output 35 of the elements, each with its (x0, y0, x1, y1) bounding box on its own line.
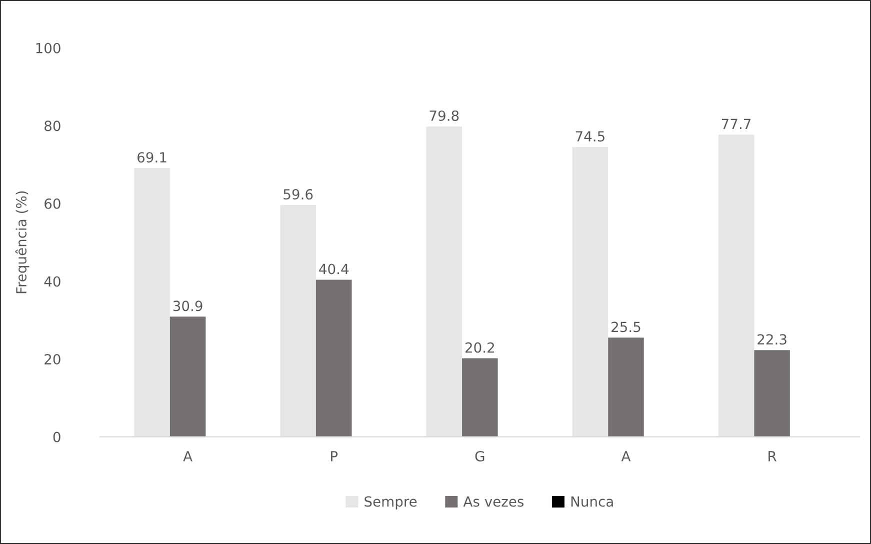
y-tick-label: 60 (44, 198, 60, 209)
x-tick-label: R (768, 451, 776, 462)
bar (280, 205, 316, 437)
bar (754, 350, 790, 437)
bar (608, 338, 644, 437)
bar (316, 280, 352, 437)
bar (426, 126, 462, 437)
data-label: 25.5 (612, 322, 640, 332)
bar (134, 168, 170, 437)
bar (462, 358, 498, 437)
data-label: 20.2 (465, 342, 494, 353)
data-label: 59.6 (284, 189, 313, 200)
data-label: 22.3 (758, 334, 786, 345)
legend-label: Nunca (571, 496, 613, 507)
data-label: 30.9 (173, 300, 202, 312)
data-label: 79.8 (430, 110, 459, 121)
x-tick-label: G (475, 450, 484, 462)
data-label: 74.5 (576, 131, 604, 142)
x-tick-label: A (183, 451, 192, 462)
y-tick-label: 80 (44, 120, 60, 132)
y-tick-label: 40 (44, 276, 60, 287)
y-axis-title: Frequência (%) (15, 191, 30, 294)
data-label: 69.1 (138, 152, 166, 163)
bar (170, 316, 206, 437)
legend-label: As vezes (463, 496, 524, 507)
y-tick-label: 100 (36, 42, 60, 54)
data-label: 77.7 (722, 118, 751, 129)
legend-label: Sempre (364, 496, 417, 510)
y-tick-label: 20 (44, 354, 60, 365)
x-tick-label: P (331, 451, 338, 462)
data-label: 40.4 (319, 264, 349, 274)
bar (572, 147, 608, 437)
y-tick-label: 0 (53, 432, 60, 442)
x-tick-label: A (621, 451, 631, 462)
bar (718, 134, 754, 437)
